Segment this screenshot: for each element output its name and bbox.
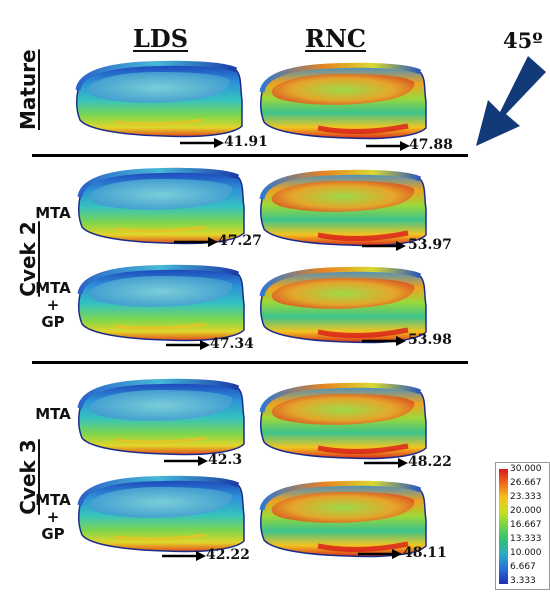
- tooth-model-cvek2-mta-rnc: [258, 169, 430, 251]
- value-cvek3-mtagp-lds: 42.22: [206, 547, 250, 563]
- angle-label: 45º: [503, 28, 543, 53]
- tooth-model-cvek2-mtagp-lds: [76, 264, 248, 346]
- value-arrow-icon: [180, 138, 224, 148]
- value-cvek2-mtagp-rnc: 53.98: [408, 332, 452, 348]
- divider-mature-cvek2: [32, 154, 468, 157]
- legend-tick: 30.000: [510, 464, 542, 474]
- stress-color-legend: 30.000 26.667 23.333 20.000 16.667 13.33…: [495, 462, 550, 590]
- value-cvek3-mta-lds: 42.3: [208, 452, 243, 468]
- load-direction-arrow-icon: [476, 56, 546, 146]
- value-cvek2-mtagp-lds: 47.34: [210, 336, 254, 352]
- legend-tick: 13.333: [510, 534, 542, 544]
- legend-tick: 26.667: [510, 478, 542, 488]
- legend-tick: 20.000: [510, 506, 542, 516]
- legend-tick: 16.667: [510, 520, 542, 530]
- value-arrow-icon: [358, 549, 402, 559]
- divider-cvek2-cvek3: [32, 361, 468, 364]
- sublabel-cvek2-mtagp: MTA + GP: [35, 279, 71, 331]
- tooth-model-mature-lds: [74, 60, 246, 142]
- value-arrow-icon: [362, 336, 406, 346]
- column-header-rnc: RNC: [305, 24, 366, 53]
- legend-color-bar: [499, 469, 508, 584]
- value-arrow-icon: [164, 456, 208, 466]
- value-arrow-icon: [362, 241, 406, 251]
- value-arrow-icon: [366, 141, 410, 151]
- column-header-lds: LDS: [133, 24, 189, 53]
- value-cvek2-mta-lds: 47.27: [218, 233, 262, 249]
- tooth-model-cvek3-mta-lds: [76, 378, 248, 460]
- value-arrow-icon: [162, 551, 206, 561]
- sublabel-cvek2-mta: MTA: [35, 204, 71, 222]
- sublabel-cvek3-mta: MTA: [35, 405, 71, 423]
- value-mature-lds: 41.91: [224, 134, 268, 150]
- group-label-mature: Mature: [16, 49, 40, 130]
- legend-tick: 6.667: [510, 562, 536, 572]
- value-cvek2-mta-rnc: 53.97: [408, 237, 452, 253]
- legend-tick: 10.000: [510, 548, 542, 558]
- tooth-model-mature-rnc: [258, 62, 430, 144]
- value-arrow-icon: [166, 340, 210, 350]
- legend-tick: 23.333: [510, 492, 542, 502]
- sublabel-cvek3-mtagp: MTA + GP: [35, 491, 71, 543]
- value-mature-rnc: 47.88: [409, 137, 453, 153]
- tooth-model-cvek3-mta-rnc: [258, 382, 430, 464]
- value-arrow-icon: [364, 458, 408, 468]
- value-arrow-icon: [174, 237, 218, 247]
- tooth-model-cvek3-mtagp-lds: [76, 475, 248, 557]
- value-cvek3-mtagp-rnc: 48.11: [403, 545, 447, 561]
- legend-tick: 3.333: [510, 576, 536, 586]
- value-cvek3-mta-rnc: 48.22: [408, 454, 452, 470]
